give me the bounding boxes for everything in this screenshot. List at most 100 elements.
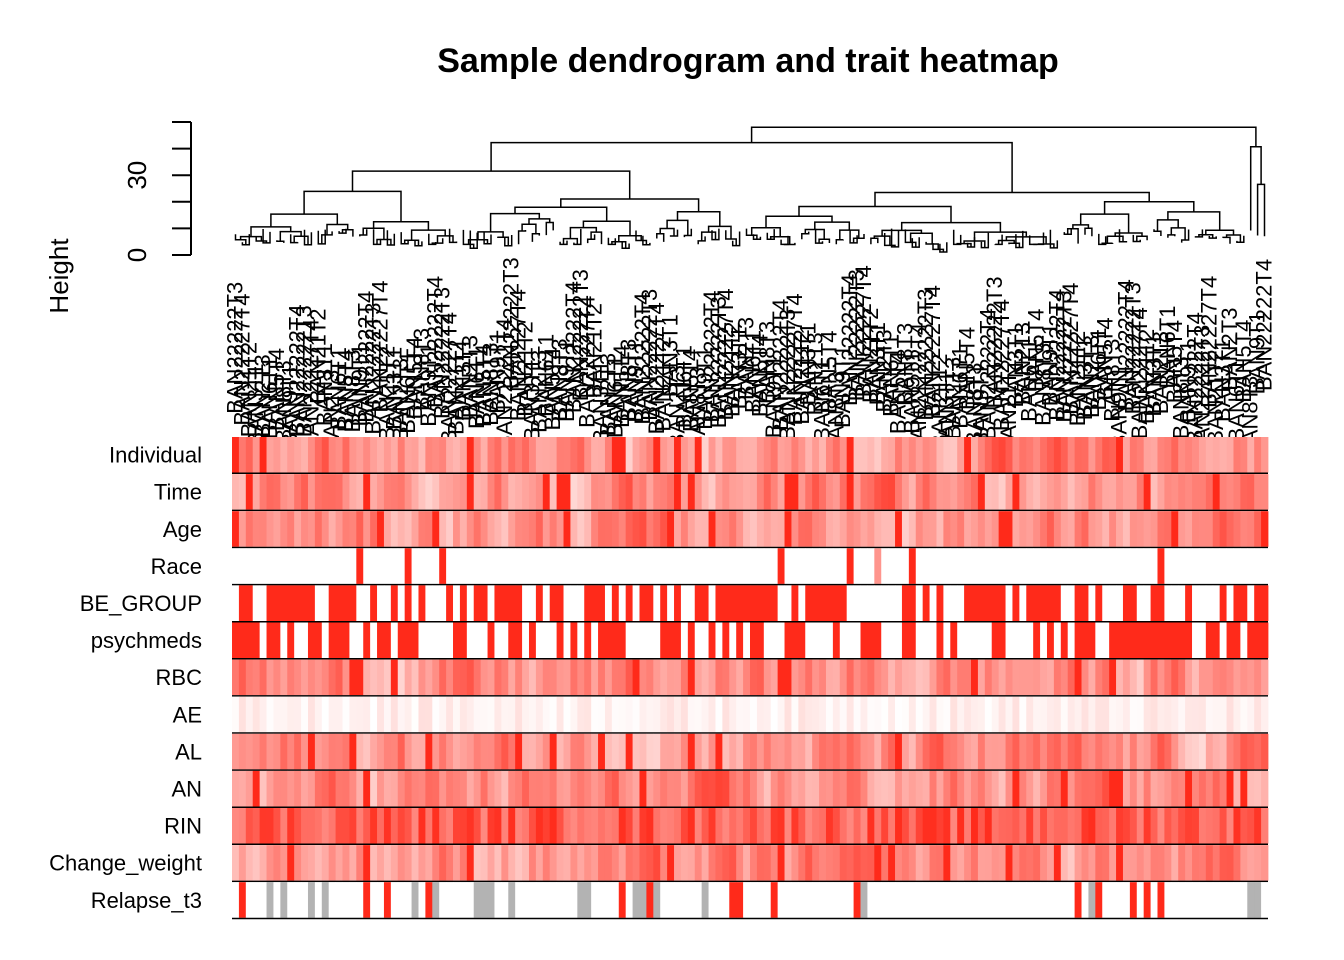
heatmap-cell <box>404 696 412 733</box>
heatmap-cell <box>501 437 509 473</box>
heatmap-cell <box>618 770 627 807</box>
heatmap-cell <box>370 659 378 696</box>
heatmap-cell <box>1192 808 1200 844</box>
heatmap-cell <box>1171 733 1179 770</box>
heatmap-cell <box>1012 659 1020 696</box>
heatmap-cell <box>895 770 903 807</box>
heatmap-cell <box>680 437 689 473</box>
heatmap-cell <box>950 585 958 621</box>
heatmap-cell <box>349 585 357 621</box>
heatmap-cell <box>1060 511 1069 547</box>
heatmap-cell <box>901 511 910 547</box>
heatmap-cell <box>280 696 288 733</box>
heatmap-cell <box>238 622 247 659</box>
heatmap-cell <box>653 659 661 696</box>
heatmap-cell <box>853 622 861 659</box>
heatmap-cell <box>687 696 696 733</box>
heatmap-cell <box>508 659 516 696</box>
sample-label: BAN8T3 <box>1169 356 1194 439</box>
sample-label: BAN2T3 <box>1148 331 1173 414</box>
heatmap-cell <box>314 733 323 770</box>
heatmap-cell <box>784 585 792 621</box>
heatmap-cell <box>611 511 620 547</box>
heatmap-cell <box>874 696 882 733</box>
heatmap-cell <box>501 770 509 807</box>
heatmap-cell <box>667 845 675 881</box>
sample-label: BAN22222T3 <box>637 289 662 421</box>
trait-label: Relapse_t3 <box>91 888 202 913</box>
heatmap-cell <box>846 882 854 918</box>
heatmap-cell <box>1212 585 1221 621</box>
heatmap-cell <box>280 882 288 918</box>
dendrogram-link <box>489 212 541 232</box>
heatmap-cell <box>1053 437 1062 473</box>
heatmap-cell <box>901 659 910 696</box>
heatmap-cell <box>570 882 578 918</box>
heatmap-cell <box>480 696 488 733</box>
heatmap-cell <box>1261 622 1269 659</box>
heatmap-cell <box>1136 808 1145 844</box>
heatmap-cell <box>977 696 986 733</box>
dendrogram-link <box>874 191 1150 207</box>
heatmap-cell <box>611 474 620 510</box>
heatmap-cell <box>1164 733 1172 770</box>
heatmap-cell <box>639 622 647 659</box>
heatmap-cell <box>998 882 1006 918</box>
heatmap-cell <box>1088 808 1096 844</box>
heatmap-cell <box>549 511 558 547</box>
heatmap-cell <box>1157 882 1165 918</box>
heatmap-cell <box>570 845 578 881</box>
heatmap-row-an <box>232 770 1269 807</box>
heatmap-cell <box>611 845 620 881</box>
heatmap-cell <box>508 845 516 881</box>
heatmap-cell <box>494 882 502 918</box>
heatmap-cell <box>722 622 730 659</box>
heatmap-cell <box>715 622 723 659</box>
dendrogram-link <box>521 223 537 234</box>
heatmap-cell <box>1026 882 1034 918</box>
heatmap-cell <box>1192 585 1200 621</box>
heatmap-cell <box>867 548 875 584</box>
heatmap-cell <box>763 548 772 584</box>
heatmap-cell <box>1150 474 1158 510</box>
heatmap-cell <box>446 770 454 807</box>
heatmap-cell <box>349 622 357 659</box>
heatmap-cell <box>694 622 703 659</box>
heatmap-cell <box>991 437 1000 473</box>
sample-label: BAN2T3 <box>595 353 620 436</box>
heatmap-cell <box>819 882 827 918</box>
heatmap-cell <box>266 659 274 696</box>
heatmap-cell <box>301 474 309 510</box>
sample-label: BAN8T3 <box>409 328 434 411</box>
sample-label: BAN22227T4 <box>1196 276 1221 408</box>
heatmap-cell <box>563 882 571 918</box>
heatmap-cell <box>950 474 958 510</box>
heatmap-cell <box>1005 808 1013 844</box>
heatmap-cell <box>625 511 633 547</box>
heatmap-cell <box>446 511 454 547</box>
heatmap-cell <box>487 733 495 770</box>
heatmap-cell <box>784 511 792 547</box>
heatmap-cell <box>404 733 412 770</box>
heatmap-cell <box>294 511 302 547</box>
dendrogram-link <box>659 227 675 236</box>
heatmap-cell <box>977 585 986 621</box>
heatmap-cell <box>1198 622 1207 659</box>
heatmap-cell <box>991 659 1000 696</box>
heatmap-cell <box>984 511 993 547</box>
heatmap-cell <box>991 770 1000 807</box>
heatmap-cell <box>1081 808 1089 844</box>
heatmap-cell <box>1040 659 1048 696</box>
heatmap-cell <box>625 808 633 844</box>
heatmap-cell <box>708 733 716 770</box>
heatmap-cell <box>777 770 785 807</box>
heatmap-cell <box>1136 845 1145 881</box>
heatmap-cell <box>273 770 281 807</box>
heatmap-cell <box>480 437 488 473</box>
heatmap-cell <box>1136 696 1145 733</box>
heatmap-cell <box>473 548 482 584</box>
heatmap-cell <box>908 845 917 881</box>
heatmap-cell <box>991 845 1000 881</box>
heatmap-cell <box>432 882 440 918</box>
heatmap-cell <box>232 548 240 584</box>
